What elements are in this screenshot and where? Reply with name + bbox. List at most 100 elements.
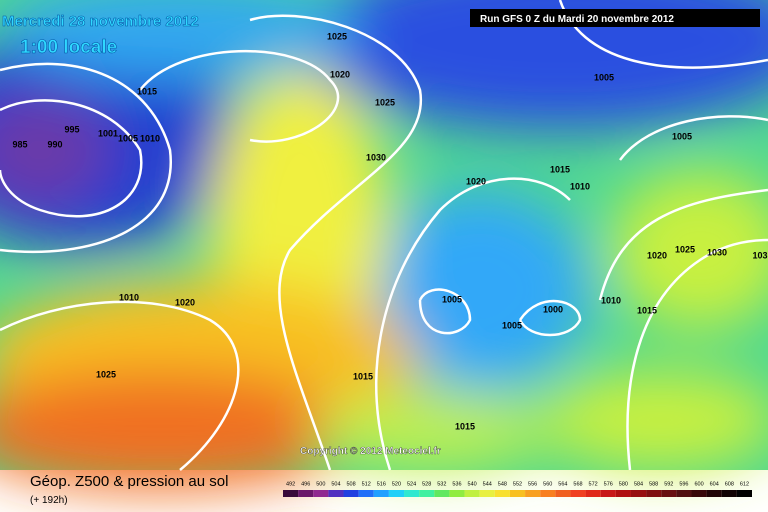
scale-swatch [661,490,677,497]
isobar-label: 1015 [455,421,475,431]
isobar-label: 990 [47,139,62,149]
isobar-label: 1005 [672,131,692,141]
scale-swatch [540,490,556,497]
isobar-label: 1020 [466,176,486,186]
isobar-label: 985 [12,139,27,149]
scale-swatch [525,490,541,497]
geopotential-field [0,0,768,490]
scale-swatch [328,490,344,497]
isobar-label: 1030 [366,152,386,162]
scale-label: 532 [437,481,446,487]
isobar-label: 1025 [675,244,695,254]
scale-label: 516 [377,481,386,487]
scale-label: 600 [694,481,703,487]
scale-label: 536 [452,481,461,487]
run-info: Run GFS 0 Z du Mardi 20 novembre 2012 [480,14,674,25]
scale-swatch [343,490,359,497]
scale-swatch [736,490,752,497]
isobar-label: 1000 [543,304,563,314]
isobar-label: 1020 [647,250,667,260]
scale-swatch [434,490,450,497]
isobar-label: 1015 [353,371,373,381]
scale-label: 580 [619,481,628,487]
isobar-label: 1005 [442,294,462,304]
scale-label: 540 [468,481,477,487]
isobar-label: 1001 [98,128,118,138]
scale-label: 572 [589,481,598,487]
isobar-label: 1025 [327,31,347,41]
scale-swatch [646,490,662,497]
scale-label: 568 [573,481,582,487]
scale-label: 504 [331,481,340,487]
isobar-label: 1025 [375,97,395,107]
color-scale: 492 496 500 504 508 512 516 520 524 528 532 536 540 5… [283,481,752,497]
scale-label: 588 [649,481,658,487]
isobar-label: 1010 [601,295,621,305]
scale-swatch [298,490,314,497]
scale-label: 496 [301,481,310,487]
run-box [470,9,760,27]
scale-label: 544 [483,481,492,487]
scale-swatch [615,490,631,497]
scale-swatch [585,490,601,497]
scale-swatch [630,490,647,497]
isobar-label: 1015 [637,305,657,315]
scale-swatch [449,490,465,497]
scale-label: 560 [543,481,552,487]
isobar-label: 1020 [175,297,195,307]
local-time: 1:00 locale [20,37,117,58]
scale-swatch [464,490,480,497]
isobar-label: 1005 [594,72,614,82]
scale-label: 612 [740,481,749,487]
isobar-label: 1015 [137,86,157,96]
scale-label: 500 [316,481,325,487]
scale-label: 508 [346,481,355,487]
isobar-label: 1015 [550,164,570,174]
scale-label: 576 [604,481,613,487]
isobar-label: 1025 [96,369,116,379]
isobar-label: 995 [64,124,79,134]
scale-label: 596 [679,481,688,487]
scale-swatch [388,490,405,497]
scale-swatch [373,490,389,497]
scale-swatch [721,490,737,497]
scale-swatch [283,490,299,497]
scale-swatch [313,490,329,497]
legend-title: Géop. Z500 & pression au sol [30,473,228,490]
scale-label: 520 [392,481,401,487]
scale-swatch [479,490,495,497]
scale-swatch [494,490,510,497]
scale-label: 604 [710,481,719,487]
scale-swatch [358,490,374,497]
isobar-label: 1010 [570,181,590,191]
isobar-label: 1020 [330,69,350,79]
scale-label: 556 [528,481,537,487]
isobar-label: 103 [752,250,767,260]
scale-swatch [706,490,722,497]
scale-label: 524 [407,481,416,487]
scale-label: 608 [725,481,734,487]
scale-swatch [555,490,571,497]
isobar-label: 1010 [140,133,160,143]
scale-label: 564 [558,481,567,487]
scale-label: 548 [498,481,507,487]
scale-swatch [570,490,586,497]
scale-label: 528 [422,481,431,487]
scale-swatch [404,490,420,497]
scale-label: 492 [286,481,295,487]
scale-swatch [419,490,435,497]
isobar-label: 1010 [119,292,139,302]
isobar-label: 1005 [118,133,138,143]
scale-swatch [600,490,616,497]
scale-swatch [691,490,707,497]
scale-swatch [676,490,692,497]
scale-swatch [509,490,526,497]
lead-time: (+ 192h) [30,495,68,506]
scale-label: 512 [362,481,371,487]
forecast-date: Mercredi 28 novembre 2012 [2,13,199,30]
scale-label: 592 [664,481,673,487]
scale-label: 552 [513,481,522,487]
isobar-label: 1030 [707,247,727,257]
